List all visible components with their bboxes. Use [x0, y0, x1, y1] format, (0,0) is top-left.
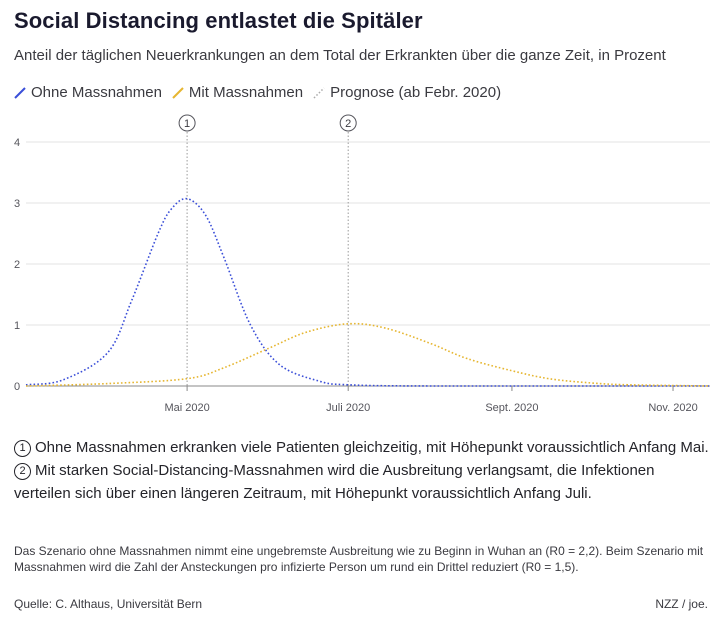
y-tick-label-4: 4	[14, 137, 20, 149]
legend-label-ohne: Ohne Massnahmen	[31, 84, 162, 101]
annotation-circle-1	[178, 114, 196, 132]
series-line-ohne-massnahmen	[25, 197, 710, 387]
legend-label-mit: Mit Massnahmen	[188, 84, 304, 101]
y-tick-label-1: 1	[14, 320, 20, 332]
chart-subtitle: Anteil der täglichen Neuerkrankungen an …	[14, 47, 666, 64]
note-marker-1: 1	[14, 440, 31, 457]
annotation-label-2: 2	[345, 118, 351, 130]
note-2: 2 Mit starken Social-Distancing-Massnahme…	[14, 459, 710, 505]
note-text-2: Mit starken Social-Distancing-Massnahmen…	[14, 462, 655, 502]
y-tick-label-3: 3	[14, 198, 20, 210]
note-marker-2: 2	[14, 463, 31, 480]
footnote: Das Szenario ohne Massnahmen nimmt eine …	[14, 544, 704, 574]
legend-swatch-ohne	[14, 86, 26, 99]
x-tick-label-3: Nov. 2020	[648, 402, 697, 414]
line-chart: 1 2 0 1 2 3 4 Mai 2020 Juli 2020 Sept. 2020 Nov. …	[14, 114, 711, 414]
x-tick-label-0: Mai 2020	[164, 402, 209, 414]
x-tick-label-1: Juli 2020	[326, 402, 370, 414]
annotation-label-1: 1	[184, 118, 190, 130]
legend: Ohne Massnahmen Mit Massnahmen Prognose …	[14, 84, 501, 101]
legend-item-prognose: Prognose (ab Febr. 2020)	[313, 84, 501, 101]
annotation-circle-2	[339, 114, 357, 132]
legend-label-prognose: Prognose (ab Febr. 2020)	[330, 84, 502, 101]
note-text-1: Ohne Massnahmen erkranken viele Patiente…	[35, 439, 709, 456]
legend-item-ohne: Ohne Massnahmen	[14, 84, 162, 101]
series-line-mit-massnahmen	[25, 322, 711, 387]
source: Quelle: C. Althaus, Universität Bern	[14, 597, 203, 611]
legend-swatch-mit	[172, 86, 184, 99]
credit: NZZ / joe.	[655, 597, 708, 611]
note-1: 1 Ohne Massnahmen erkranken viele Patient…	[14, 436, 710, 459]
notes: 1 Ohne Massnahmen erkranken viele Patient…	[14, 436, 710, 505]
x-tick-label-2: Sept. 2020	[485, 402, 538, 414]
legend-swatch-prognose	[313, 86, 325, 99]
y-tick-label-0: 0	[14, 381, 20, 393]
legend-item-mit: Mit Massnahmen	[172, 84, 303, 101]
chart-title: Social Distancing entlastet die Spitäler	[14, 8, 423, 33]
y-tick-label-2: 2	[14, 259, 20, 271]
